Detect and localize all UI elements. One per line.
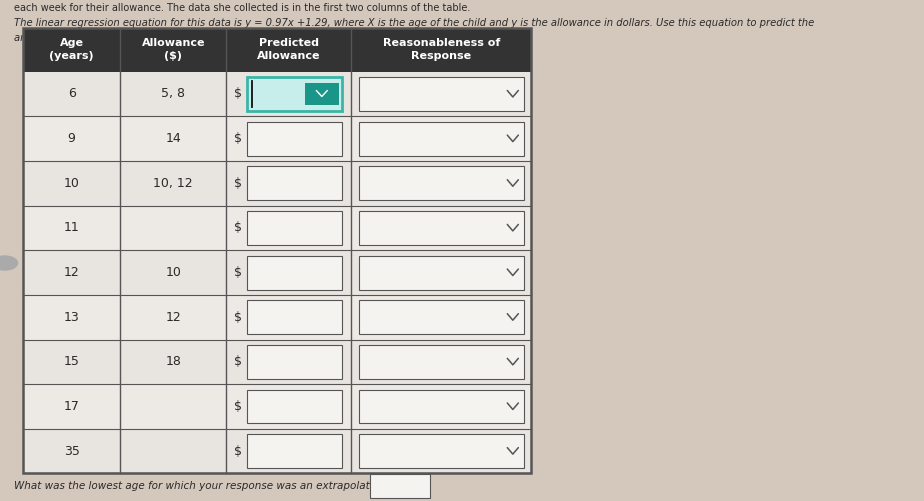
Bar [23, 429, 531, 473]
Text: Reasonableness of
Response: Reasonableness of Response [383, 39, 500, 61]
Text: each week for their allowance. The data she collected is in the first two column: each week for their allowance. The data … [14, 3, 470, 13]
Text: amount of allowance at each age and then determine whether the result is reasona: amount of allowance at each age and then… [14, 33, 451, 43]
Bar [247, 77, 342, 111]
Bar [23, 161, 531, 205]
Text: Age
(years): Age (years) [49, 39, 94, 61]
Text: 13: 13 [64, 311, 79, 324]
Text: $: $ [234, 355, 242, 368]
Text: 17: 17 [64, 400, 79, 413]
Bar [247, 389, 342, 423]
Text: $: $ [234, 132, 242, 145]
Bar [23, 384, 531, 429]
Bar [359, 256, 524, 290]
Bar [247, 122, 342, 156]
Bar [247, 434, 342, 468]
Bar [23, 28, 531, 72]
Text: 10: 10 [165, 266, 181, 279]
Text: 6: 6 [67, 88, 76, 101]
Text: $: $ [234, 221, 242, 234]
Text: 5, 8: 5, 8 [162, 88, 185, 101]
Bar [23, 205, 531, 250]
Bar [247, 256, 342, 290]
Bar [359, 122, 524, 156]
Bar [305, 83, 339, 105]
Text: $: $ [234, 444, 242, 457]
Text: Predicted
Allowance: Predicted Allowance [257, 39, 321, 61]
Text: $: $ [234, 88, 242, 101]
Bar [359, 345, 524, 379]
Circle shape [0, 256, 18, 270]
Text: The linear regression equation for this data is y = 0.97x +1.29, where X is the : The linear regression equation for this … [14, 18, 814, 28]
Text: $: $ [234, 266, 242, 279]
Text: 12: 12 [165, 311, 181, 324]
Bar [247, 345, 342, 379]
Bar [23, 250, 531, 295]
Text: $: $ [234, 177, 242, 190]
Text: 11: 11 [64, 221, 79, 234]
Bar [359, 300, 524, 334]
Text: 10: 10 [64, 177, 79, 190]
Text: Allowance
($): Allowance ($) [141, 39, 205, 61]
Bar [359, 389, 524, 423]
Bar [247, 300, 342, 334]
Bar [247, 211, 342, 245]
Text: 15: 15 [64, 355, 79, 368]
Text: $: $ [234, 311, 242, 324]
Bar [23, 116, 531, 161]
Bar [23, 28, 531, 473]
Text: 35: 35 [64, 444, 79, 457]
Text: 10, 12: 10, 12 [153, 177, 193, 190]
Text: 14: 14 [165, 132, 181, 145]
Bar [359, 77, 524, 111]
Bar [370, 474, 430, 498]
Bar [359, 434, 524, 468]
Bar [359, 211, 524, 245]
Text: 18: 18 [165, 355, 181, 368]
Bar [23, 72, 531, 116]
Bar [247, 166, 342, 200]
Bar [359, 166, 524, 200]
Bar [23, 340, 531, 384]
Bar [23, 295, 531, 340]
Text: 12: 12 [64, 266, 79, 279]
Text: What was the lowest age for which your response was an extrapolation?: What was the lowest age for which your r… [14, 481, 391, 491]
Text: 9: 9 [67, 132, 76, 145]
Text: $: $ [234, 400, 242, 413]
